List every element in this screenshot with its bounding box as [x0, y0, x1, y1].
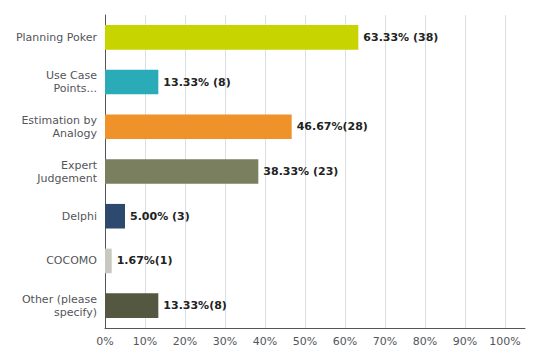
svg-text:Planning Poker: Planning Poker — [16, 31, 98, 44]
svg-text:Estimation by: Estimation by — [21, 114, 97, 127]
svg-text:40%: 40% — [253, 335, 277, 348]
svg-text:5.00% (3): 5.00% (3) — [130, 210, 190, 223]
svg-text:Use Case: Use Case — [46, 69, 97, 82]
svg-text:30%: 30% — [213, 335, 237, 348]
svg-text:COCOMO: COCOMO — [46, 254, 97, 267]
svg-text:50%: 50% — [293, 335, 317, 348]
svg-text:Expert: Expert — [61, 159, 98, 172]
svg-text:70%: 70% — [373, 335, 397, 348]
svg-text:46.67%(28): 46.67%(28) — [297, 120, 368, 133]
svg-text:100%: 100% — [489, 335, 520, 348]
svg-text:Analogy: Analogy — [52, 127, 97, 140]
svg-text:38.33% (23): 38.33% (23) — [263, 165, 338, 178]
svg-text:13.33% (8): 13.33% (8) — [163, 76, 230, 89]
svg-text:Delphi: Delphi — [62, 210, 97, 223]
svg-text:80%: 80% — [413, 335, 437, 348]
svg-text:13.33%(8): 13.33%(8) — [163, 299, 227, 312]
svg-text:20%: 20% — [173, 335, 197, 348]
svg-text:10%: 10% — [133, 335, 157, 348]
svg-text:Points...: Points... — [53, 82, 97, 95]
svg-text:specify): specify) — [54, 306, 97, 319]
svg-text:Judgement: Judgement — [36, 172, 97, 185]
svg-text:1.67%(1): 1.67%(1) — [117, 254, 173, 267]
svg-text:90%: 90% — [453, 335, 477, 348]
svg-text:60%: 60% — [333, 335, 357, 348]
svg-text:63.33% (38): 63.33% (38) — [363, 31, 438, 44]
svg-text:0%: 0% — [96, 335, 113, 348]
svg-text:Other (please: Other (please — [22, 293, 97, 306]
